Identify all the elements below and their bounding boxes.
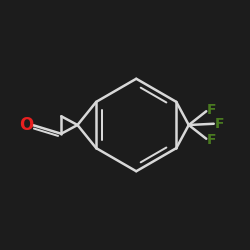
- Text: F: F: [206, 133, 216, 147]
- Text: F: F: [206, 103, 216, 117]
- Text: F: F: [214, 117, 224, 131]
- Text: O: O: [19, 116, 34, 134]
